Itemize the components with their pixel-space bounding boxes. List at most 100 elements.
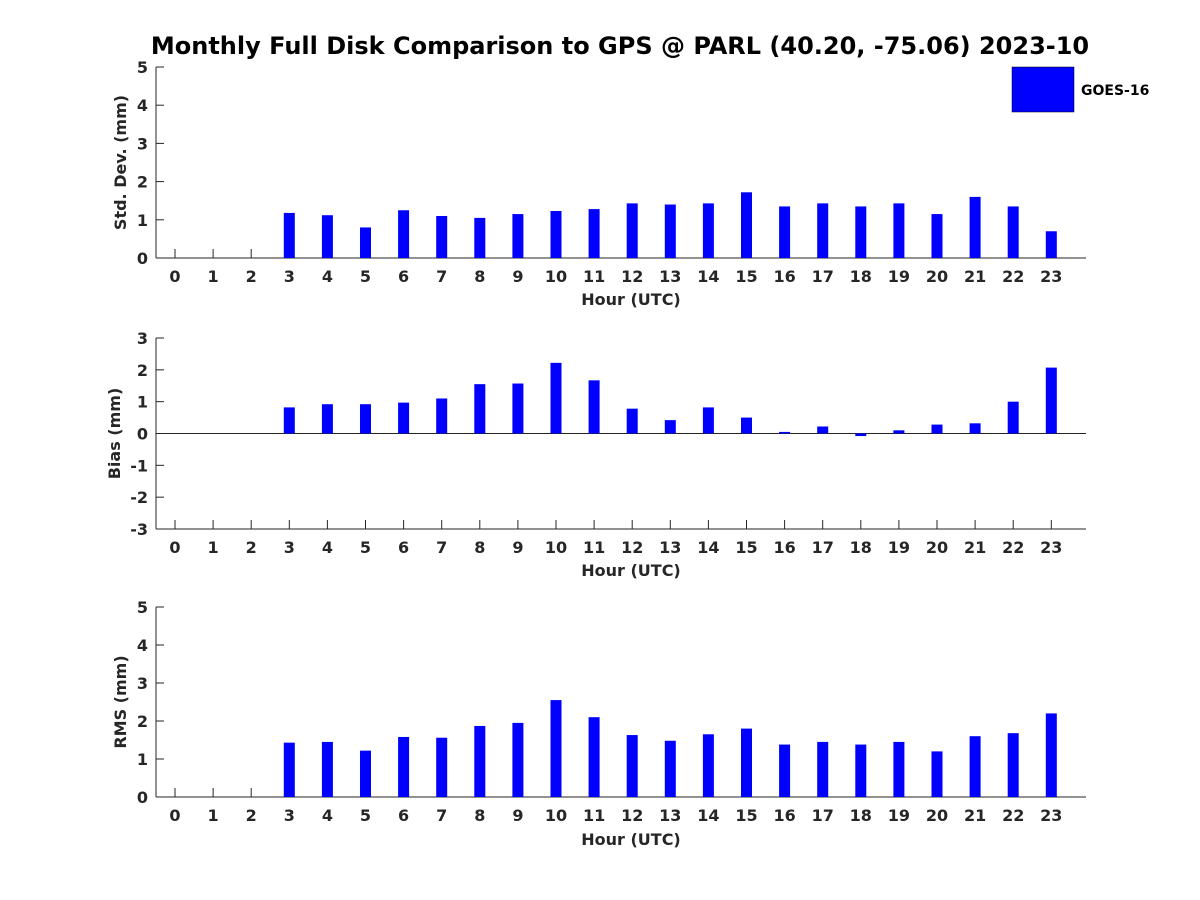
y-tick-label: 0: [137, 788, 148, 807]
bar: [702, 407, 714, 434]
bar: [398, 210, 410, 258]
bar: [321, 404, 333, 434]
x-tick-label: 19: [888, 538, 910, 557]
x-tick-label: 7: [436, 538, 447, 557]
x-tick-label: 16: [773, 267, 795, 286]
y-tick-label: 5: [137, 598, 148, 617]
x-tick-label: 13: [659, 538, 681, 557]
y-tick-label: 1: [137, 750, 148, 769]
x-tick-label: 15: [735, 267, 757, 286]
x-tick-label: 23: [1040, 806, 1062, 825]
y-tick-label: 4: [137, 636, 148, 655]
legend: GOES-16: [1011, 66, 1149, 113]
bar: [283, 407, 295, 434]
bar: [588, 380, 600, 434]
bar: [855, 206, 867, 258]
x-tick-label: 20: [926, 267, 948, 286]
x-tick-label: 10: [545, 267, 567, 286]
y-axis-label: Std. Dev. (mm): [111, 95, 130, 230]
x-tick-label: 6: [398, 267, 409, 286]
x-tick-label: 10: [545, 806, 567, 825]
bar: [474, 384, 486, 434]
bar: [893, 203, 905, 258]
x-tick-label: 18: [850, 806, 872, 825]
x-tick-label: 7: [436, 806, 447, 825]
x-tick-label: 16: [773, 538, 795, 557]
bar: [360, 404, 371, 434]
x-tick-label: 4: [322, 538, 333, 557]
bar: [817, 203, 829, 258]
x-tick-label: 20: [926, 806, 948, 825]
y-tick-label: 3: [137, 329, 148, 348]
bar: [626, 203, 638, 258]
bar: [550, 700, 562, 797]
x-tick-label: 9: [512, 538, 523, 557]
x-tick-label: 12: [621, 267, 643, 286]
x-tick-label: 19: [888, 267, 910, 286]
x-tick-label: 3: [284, 538, 295, 557]
bar: [969, 423, 981, 434]
x-tick-label: 5: [360, 538, 371, 557]
bar: [550, 362, 562, 434]
bar: [436, 215, 448, 258]
x-tick-label: 14: [697, 806, 719, 825]
x-axis-label: Hour (UTC): [581, 830, 681, 849]
bar: [436, 737, 448, 797]
x-tick-label: 0: [169, 538, 180, 557]
bar: [1007, 206, 1019, 258]
x-tick-label: 22: [1002, 806, 1024, 825]
bar: [931, 424, 943, 434]
x-tick-label: 22: [1002, 267, 1024, 286]
x-tick-label: 2: [246, 806, 257, 825]
bar: [512, 722, 524, 797]
x-tick-label: 14: [697, 538, 719, 557]
y-tick-label: 2: [137, 361, 148, 380]
x-tick-label: 7: [436, 267, 447, 286]
x-axis-label: Hour (UTC): [581, 561, 681, 580]
x-tick-label: 17: [812, 267, 834, 286]
x-tick-label: 16: [773, 806, 795, 825]
x-tick-label: 17: [812, 538, 834, 557]
bar: [1045, 713, 1057, 797]
bar: [360, 750, 371, 797]
bar: [512, 214, 524, 258]
x-tick-label: 1: [208, 267, 219, 286]
bar: [969, 196, 981, 258]
bar: [321, 741, 333, 797]
bar: [588, 209, 600, 258]
x-tick-label: 20: [926, 538, 948, 557]
bar: [664, 204, 676, 258]
bar: [702, 734, 714, 797]
x-tick-label: 11: [583, 806, 605, 825]
x-tick-label: 6: [398, 806, 409, 825]
x-tick-label: 15: [735, 538, 757, 557]
x-tick-label: 0: [169, 267, 180, 286]
bar: [550, 211, 562, 258]
x-tick-label: 5: [360, 267, 371, 286]
x-tick-label: 19: [888, 806, 910, 825]
bar: [360, 227, 371, 258]
x-tick-label: 17: [812, 806, 834, 825]
x-tick-label: 2: [246, 538, 257, 557]
y-axis-label: RMS (mm): [111, 655, 130, 748]
x-tick-label: 23: [1040, 538, 1062, 557]
bar: [474, 725, 486, 797]
bar: [1007, 401, 1019, 434]
bar: [283, 212, 295, 258]
x-tick-label: 21: [964, 806, 986, 825]
bar: [741, 192, 752, 258]
bar: [1045, 367, 1057, 434]
bar: [931, 751, 943, 797]
bar: [626, 735, 638, 797]
y-tick-label: -1: [130, 456, 148, 475]
y-tick-label: 0: [137, 425, 148, 444]
bar: [283, 742, 295, 797]
bar: [855, 433, 867, 437]
bar: [779, 431, 791, 434]
bar: [474, 217, 486, 258]
x-tick-label: 3: [284, 806, 295, 825]
bar: [893, 741, 905, 797]
